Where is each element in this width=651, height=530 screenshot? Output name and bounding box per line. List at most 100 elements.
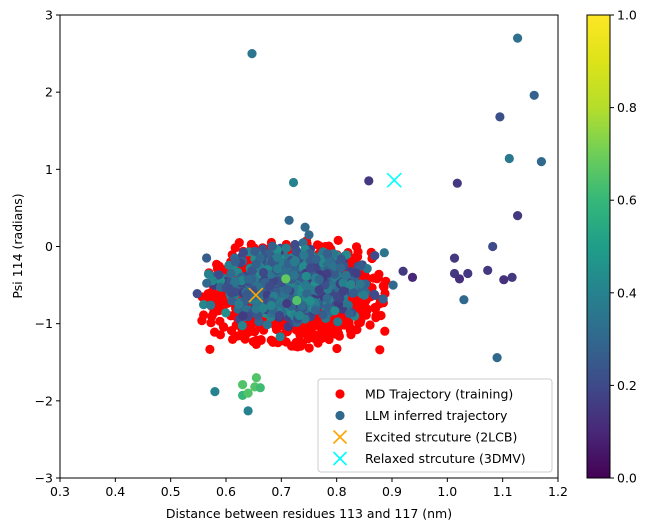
llm-point	[202, 253, 212, 263]
excited-structure-marker	[248, 287, 264, 303]
md-point	[371, 313, 381, 323]
legend: MD Trajectory (training) LLM inferred tra…	[317, 378, 553, 473]
x-tick-label: 1.2	[548, 484, 568, 499]
x-axis: 0.3 0.4 0.5 0.6 0.7 0.8 0.9 1.0 1.1 1.2	[50, 478, 568, 499]
llm-point	[369, 289, 379, 299]
llm-point	[463, 268, 473, 279]
llm-point	[289, 270, 299, 280]
y-tick-label: 2	[45, 85, 53, 100]
llm-point	[224, 283, 234, 293]
points-layer	[192, 33, 547, 416]
llm-point	[281, 274, 291, 284]
md-point	[332, 343, 342, 354]
y-tick-label: −2	[35, 393, 53, 408]
llm-point	[346, 280, 356, 290]
llm-point	[295, 310, 305, 321]
llm-point	[349, 288, 359, 298]
llm-point	[300, 222, 310, 232]
llm-point	[243, 388, 253, 398]
legend-marker	[332, 429, 348, 445]
llm-point	[243, 406, 253, 416]
relaxed-structure-marker	[386, 172, 402, 188]
llm-point	[275, 332, 285, 342]
llm-point	[338, 286, 348, 296]
x-tick-label: 0.9	[382, 484, 402, 499]
md-point	[295, 330, 305, 340]
x-tick-label: 0.7	[271, 484, 291, 499]
md-point	[234, 238, 244, 248]
llm-point	[483, 265, 493, 275]
llm-point	[237, 321, 247, 331]
llm-point	[267, 241, 277, 251]
colorbar-tick-label: 0.8	[617, 100, 637, 115]
y-axis: −3 −2 −1 0 1 2 3	[35, 8, 60, 486]
llm-point	[251, 259, 261, 269]
llm-point	[336, 254, 346, 264]
llm-point	[452, 178, 462, 188]
llm-point	[332, 291, 342, 301]
md-point	[205, 344, 215, 354]
llm-point	[336, 263, 346, 273]
llm-point	[238, 311, 248, 321]
llm-point	[314, 285, 324, 295]
legend-label: Relaxed strcuture (3DMV)	[365, 451, 526, 466]
llm-point	[272, 252, 283, 263]
llm-point	[262, 320, 272, 330]
llm-point	[388, 280, 398, 290]
md-point	[304, 343, 314, 353]
llm-point	[378, 294, 388, 304]
md-point	[351, 242, 362, 252]
legend-relaxed: Relaxed strcuture (3DMV)	[332, 451, 526, 466]
llm-point	[322, 293, 332, 303]
llm-point	[258, 267, 268, 278]
colorbar-tick-label: 0.6	[617, 193, 637, 208]
llm-point	[226, 269, 236, 279]
llm-point	[318, 310, 328, 320]
md-point	[246, 239, 256, 249]
legend-marker	[335, 389, 345, 399]
llm-point	[290, 239, 300, 250]
llm-point	[355, 279, 365, 289]
llm-point	[251, 373, 261, 383]
llm-point	[351, 268, 362, 278]
llm-point	[291, 246, 301, 256]
llm-point	[265, 281, 275, 291]
llm-point	[449, 253, 460, 263]
reference-markers-layer	[248, 172, 402, 303]
llm-point	[301, 271, 311, 281]
llm-point	[341, 270, 351, 281]
llm-point	[304, 230, 314, 240]
llm-point	[210, 387, 220, 397]
llm-point	[238, 247, 248, 258]
llm-point	[192, 289, 202, 299]
legend-label: LLM inferred trajectory	[365, 408, 508, 423]
md-point	[293, 338, 303, 348]
llm-point	[529, 90, 539, 100]
md-point	[314, 321, 324, 331]
llm-point	[305, 296, 315, 306]
colorbar-gradient	[586, 14, 611, 479]
colorbar-tick-label: 1.0	[617, 8, 637, 23]
md-point	[199, 310, 209, 320]
llm-point	[344, 309, 354, 319]
llm-point	[242, 290, 252, 300]
plot-area	[59, 14, 559, 479]
md-point	[210, 327, 220, 337]
md-point	[303, 332, 314, 342]
llm-point	[504, 153, 514, 164]
y-tick-label: 0	[45, 239, 53, 254]
x-tick-label: 1.0	[437, 484, 457, 499]
llm-point	[459, 295, 469, 305]
legend-marker	[335, 410, 345, 421]
colorbar-ticks: 0.0 0.2 0.4 0.6 0.8 1.0	[610, 8, 637, 486]
md-point	[215, 316, 225, 326]
md-point	[256, 335, 266, 345]
llm-point	[330, 306, 340, 316]
llm-point	[274, 310, 285, 321]
md-point	[323, 327, 333, 337]
legend-label: Excited strcuture (2LCB)	[365, 430, 517, 445]
llm-point	[311, 254, 321, 264]
llm-point	[536, 157, 547, 167]
legend-llm: LLM inferred trajectory	[335, 408, 508, 423]
